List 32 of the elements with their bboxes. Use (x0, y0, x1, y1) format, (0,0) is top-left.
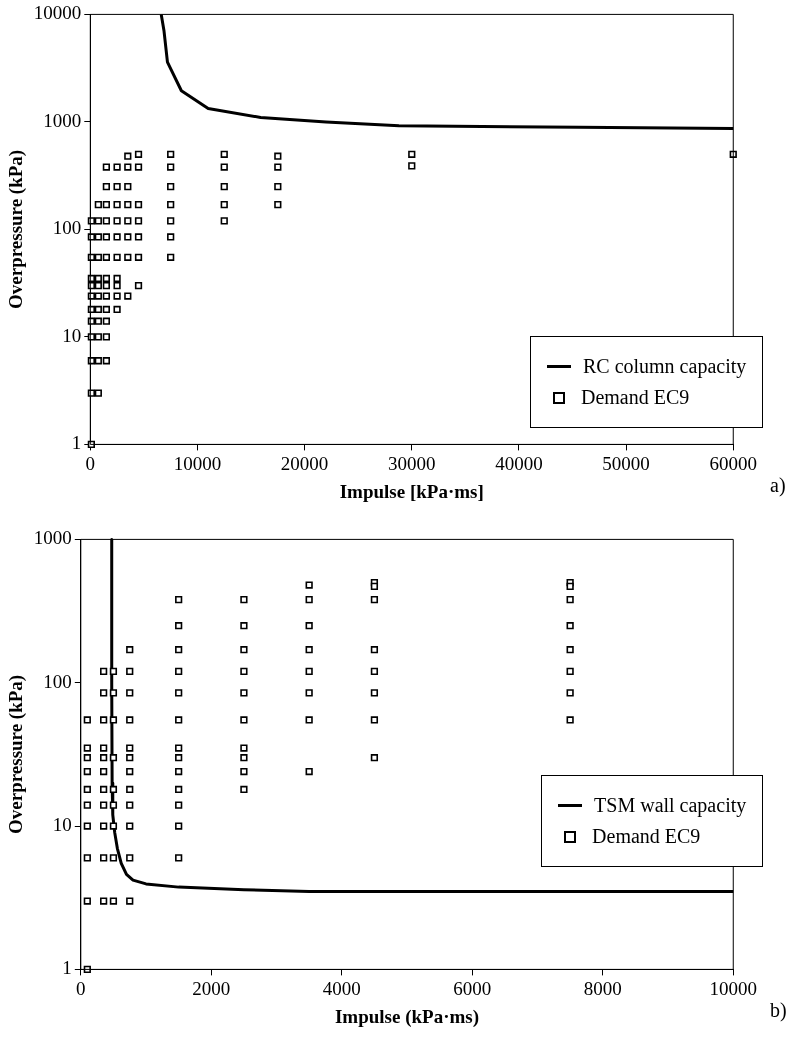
legend-label: Demand EC9 (592, 825, 701, 849)
y-tick-label: 10 (52, 814, 72, 836)
y-tick-label: 1 (62, 957, 72, 979)
y-tick-label: 1000 (33, 527, 72, 549)
text: b) (770, 999, 787, 1023)
y-tick-label: 100 (52, 217, 82, 239)
x-tick-label: 8000 (583, 977, 622, 999)
x-tick-label: 0 (85, 452, 96, 474)
x-tick-label: 40000 (495, 452, 543, 474)
y-tick-label: 1000 (43, 109, 82, 131)
x-tick-label: 10000 (709, 977, 757, 999)
y-axis-title: Overpressure (kPa) (5, 674, 28, 834)
y-tick-label: 10000 (33, 2, 82, 24)
x-axis-title: Impulse [kPa·ms] (339, 480, 484, 502)
legend-label: TSM wall capacity (594, 794, 747, 818)
x-tick-label: 50000 (602, 452, 650, 474)
y-axis-title: Overpressure (kPa) (5, 149, 28, 309)
x-tick-label: 0 (76, 977, 86, 999)
x-tick-label: 2000 (192, 977, 231, 999)
y-tick-label: 10 (62, 324, 82, 346)
y-tick-label: 100 (43, 670, 72, 692)
legend-label: RC column capacity (582, 355, 747, 379)
x-tick-label: 60000 (709, 452, 757, 474)
x-tick-label: 30000 (388, 452, 436, 474)
x-axis-title: Impulse (kPa·ms) (334, 1005, 480, 1028)
x-tick-label: 6000 (453, 977, 492, 999)
legend-label: Demand EC9 (580, 386, 690, 410)
x-tick-label: 4000 (322, 977, 361, 999)
y-tick-label: 1 (71, 432, 82, 454)
x-tick-label: 10000 (173, 452, 222, 474)
text: a) (770, 474, 786, 498)
x-tick-label: 20000 (280, 452, 329, 474)
